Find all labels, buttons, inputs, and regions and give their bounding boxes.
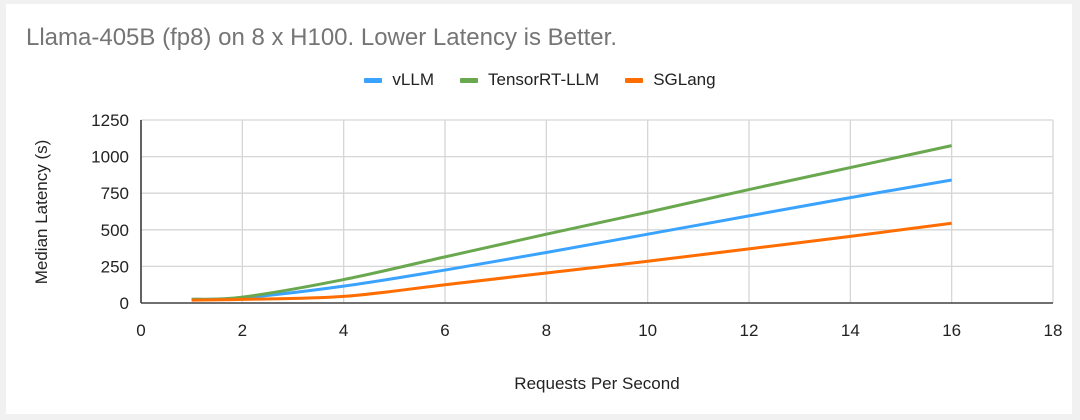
legend-item-sglang[interactable]: SGLang xyxy=(625,70,716,90)
series-line-sglang xyxy=(191,221,952,302)
legend: vLLM TensorRT-LLM SGLang xyxy=(0,70,1080,90)
series-line-vllm xyxy=(191,178,952,301)
legend-swatch-icon xyxy=(625,77,644,83)
x-tick-label: 0 xyxy=(136,321,145,340)
legend-swatch-icon xyxy=(460,77,478,83)
x-tick-label: 12 xyxy=(740,321,759,340)
x-tick-label: 4 xyxy=(339,321,348,340)
axes xyxy=(140,120,1053,304)
gridlines xyxy=(140,119,1054,304)
y-tick-label: 750 xyxy=(101,184,129,203)
y-tick-label: 1250 xyxy=(91,111,129,130)
y-tick-label: 250 xyxy=(101,257,129,276)
chart-title: Llama-405B (fp8) on 8 x H100. Lower Late… xyxy=(26,24,617,51)
legend-item-vllm[interactable]: vLLM xyxy=(364,70,434,90)
x-tick-label: 14 xyxy=(841,321,860,340)
x-tick-label: 6 xyxy=(440,321,449,340)
legend-item-tensorrt-llm[interactable]: TensorRT-LLM xyxy=(460,70,599,90)
y-tick-label: 1000 xyxy=(91,148,129,167)
x-tick-label: 10 xyxy=(638,321,657,340)
legend-swatch-icon xyxy=(364,77,383,83)
legend-label: SGLang xyxy=(653,70,716,89)
y-tick-label: 0 xyxy=(120,294,129,313)
x-axis-label: Requests Per Second xyxy=(514,374,679,393)
series-lines xyxy=(191,144,952,302)
chart-card xyxy=(6,4,1072,414)
x-tick-label: 2 xyxy=(238,321,247,340)
legend-label: vLLM xyxy=(392,70,434,89)
y-axis-ticks: 0 250 500 750 1000 1250 xyxy=(91,111,129,313)
y-axis-label: Median Latency (s) xyxy=(32,140,51,285)
series-line-tensorrt-llm xyxy=(191,144,952,301)
x-tick-label: 16 xyxy=(942,321,961,340)
y-tick-label: 500 xyxy=(101,221,129,240)
legend-label: TensorRT-LLM xyxy=(488,70,600,89)
x-tick-label: 18 xyxy=(1044,321,1063,340)
x-tick-label: 8 xyxy=(542,321,551,340)
x-axis-ticks: 0 2 4 6 8 10 12 14 16 18 xyxy=(136,321,1062,340)
